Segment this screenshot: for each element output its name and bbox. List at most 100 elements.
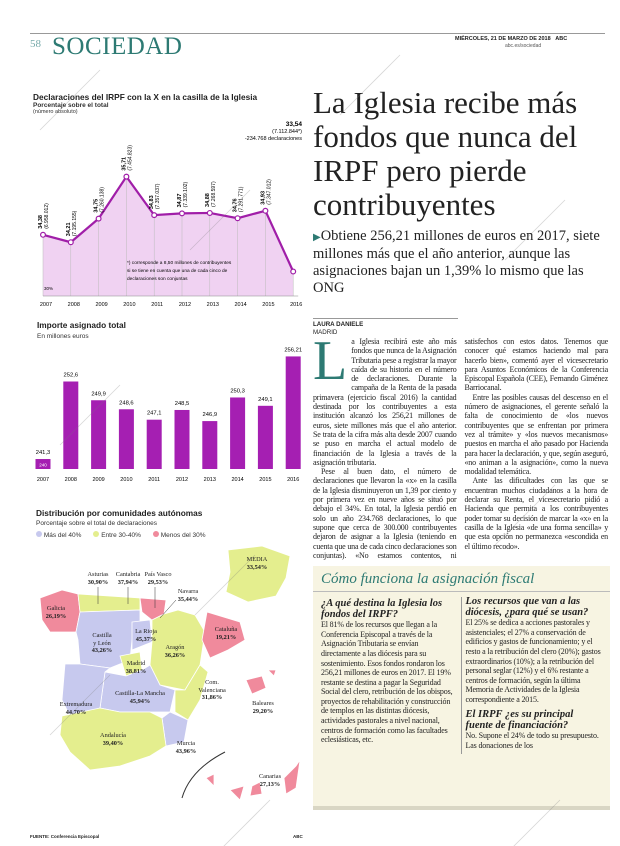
region-label: Canarias 27,13% [258,773,282,788]
graphic-credit: ABC [293,834,303,839]
region-label: Castilla y León 43,26% [91,632,113,654]
data-point [234,215,241,222]
value-label: 250,3 [230,388,245,394]
section-url[interactable]: abc.es/sociedad [505,43,542,49]
bar-chart: 241,3 2007 252,6 2008 249,9 2009 248,6 2010 247,… [35,347,302,483]
drop-cap: L [313,330,348,392]
bar [91,400,107,469]
value-label: 34,88 [205,193,211,207]
legend-item: Entre 30-40% [93,531,141,539]
value-label: 33,54 [286,121,303,128]
data-point [262,207,269,214]
value-label: 249,9 [91,391,106,397]
region-canarias-3 [283,759,301,795]
region-murcia [161,711,189,747]
chart-subtitle: En millones euros [37,333,89,340]
x-tick-label: 2007 [40,302,52,308]
region-label: Madrid 38,81% [125,660,147,675]
info-box: Cómo funciona la asignación fiscal ¿A qu… [313,566,610,811]
box-rule [313,591,610,593]
bar [202,421,218,469]
value-label: 34,76 [233,198,239,212]
bar [146,419,162,469]
region-label: Andalucía 39,40% [100,732,126,747]
data-label: 34,88 (7.268.597) [205,181,217,207]
data-label: 34,87 (7.339.102) [177,181,189,207]
section-title: SOCIEDAD [52,33,183,60]
value-label: 34,83 [149,195,155,209]
chart-subtitle: Porcentaje sobre el total [33,102,109,109]
decline-note: -234.768 declaraciones [245,136,302,142]
count-label: (7.347.012) [266,179,272,205]
bar [285,356,301,469]
paragraph: Ante las dificultades con las que se enc… [464,476,609,551]
x-tick-label: 2015 [262,302,274,308]
data-label: 34,38 (6.958.012) [38,203,50,229]
region-label: Cataluña 19,21% [214,626,238,641]
x-tick-label: 2012 [176,477,188,483]
canarias-separator [181,751,226,799]
legend-item: Más del 40% [36,531,81,539]
data-point [290,268,297,275]
x-tick-label: 2009 [92,477,104,483]
region-valenciana [174,664,209,721]
brand: ABC [555,36,568,42]
x-tick-label: 2016 [290,302,302,308]
x-tick-label: 2011 [151,302,163,308]
x-tick-label: 2013 [204,477,216,483]
chart-title: Importe asignado total [37,320,126,330]
region-label: La Rioja 45,37% [135,628,157,643]
region-extremadura [61,663,111,717]
region-label: Baleares 29,20% [252,700,274,715]
bar [174,409,190,469]
x-tick-label: 2014 [231,477,243,483]
headline: La Iglesia recibe más fondos que nunca d… [313,85,578,222]
bullet-triangle-icon: ▶ [313,232,321,243]
baseline-label: 30% [44,286,53,291]
data-label: 34,83 (7.357.037) [149,183,161,209]
region-andalucia [59,707,167,771]
box-answer: El 81% de los recursos que llegan a la C… [321,620,453,745]
region-label: Castilla-La Mancha 45,94% [115,690,165,705]
x-tick-label: 2011 [148,477,160,483]
data-label: 34,93 (7.347.012) [260,179,272,205]
box-answer: No. Supone el 24% de todo su presupuesto… [465,731,599,751]
region-label: MEDIA 33,54% [246,556,268,571]
x-tick-label: 2008 [65,477,77,483]
byline: LAURA DANIELE MADRID [313,318,458,337]
data-point [151,212,158,219]
author: LAURA DANIELE [313,321,364,328]
value-label: 35,71 [121,157,127,171]
footnote: si se tiene en cuenta que una de cada ci… [127,268,228,274]
value-label: 34,75 [94,199,100,213]
region-canarias-4 [205,773,215,787]
count-label: (7.195.155) [72,210,78,236]
value-label: 256,21 [284,347,302,353]
date: MIÉRCOLES, 21 DE MARZO DE 2018 [455,36,551,42]
region-canarias-2 [249,781,263,797]
count-label: (7.357.037) [155,183,161,209]
region-label: Asturias 30,90% [87,571,109,586]
count-label: (7.291.771) [239,186,245,212]
value-label: 34,38 [38,215,44,229]
bar [63,381,79,469]
value-label: 252,6 [64,373,79,379]
value-label: 34,87 [177,194,183,208]
paragraph: Pese al buen dato, el número de declarac… [313,337,608,560]
count-label: (7.454.823) [127,145,133,171]
box-question: El IRPF ¿es su principal fuente de finan… [465,709,574,731]
data-label: 34,76 (7.291.771) [233,186,245,212]
x-tick-label: 2012 [179,302,191,308]
page-number: 58 [30,38,41,50]
x-tick-label: 2009 [95,302,107,308]
data-point [40,231,47,238]
header-rule [30,33,605,34]
region-label: Galicia 26,19% [45,605,67,620]
region-castilla-leon [75,609,141,669]
bar-chart-block: Importe asignado total En millones euros [37,320,126,340]
value-label: 248,6 [119,400,134,406]
data-point [206,209,213,216]
value-label: 248,5 [175,401,190,407]
